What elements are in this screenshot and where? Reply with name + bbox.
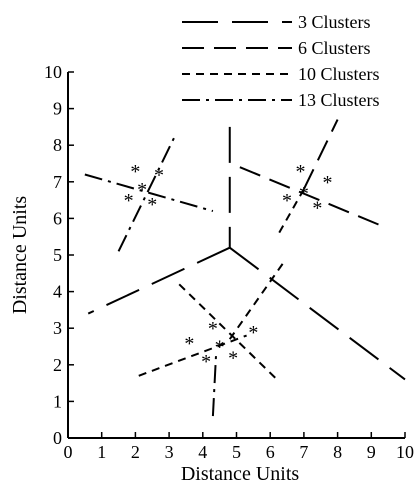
y-tick-label: 9 bbox=[53, 99, 62, 119]
data-point: * bbox=[208, 318, 218, 340]
y-tick-label: 7 bbox=[53, 172, 62, 192]
data-point: * bbox=[282, 190, 292, 212]
legend-label: 6 Clusters bbox=[298, 38, 371, 58]
x-tick-label: 4 bbox=[198, 442, 207, 462]
x-tick-label: 1 bbox=[97, 442, 106, 462]
data-point: * bbox=[154, 164, 164, 186]
x-axis-label: Distance Units bbox=[181, 463, 300, 485]
series-line bbox=[303, 119, 339, 190]
data-point: * bbox=[312, 197, 322, 219]
data-point: * bbox=[215, 337, 225, 359]
y-tick-label: 2 bbox=[53, 355, 62, 375]
series-line bbox=[117, 133, 177, 252]
y-tick-label: 6 bbox=[53, 208, 62, 228]
y-tick-label: 5 bbox=[53, 245, 62, 265]
series-line bbox=[84, 173, 214, 213]
data-point: * bbox=[130, 161, 140, 183]
y-tick-label: 3 bbox=[53, 318, 62, 338]
x-tick-label: 9 bbox=[367, 442, 376, 462]
y-tick-label: 8 bbox=[53, 135, 62, 155]
y-tick-label: 10 bbox=[44, 62, 62, 82]
data-point: * bbox=[124, 190, 134, 212]
data-point: * bbox=[147, 194, 157, 216]
series-line bbox=[87, 246, 231, 315]
series-line bbox=[178, 283, 278, 381]
x-tick-label: 8 bbox=[333, 442, 342, 462]
data-point: * bbox=[248, 322, 258, 344]
series-line bbox=[138, 334, 247, 377]
x-tick-label: 5 bbox=[232, 442, 241, 462]
series-lines bbox=[84, 119, 406, 417]
data-point: * bbox=[137, 179, 147, 201]
data-point: * bbox=[184, 333, 194, 355]
x-tick-label: 7 bbox=[299, 442, 308, 462]
series-line bbox=[211, 350, 218, 417]
y-tick-label: 0 bbox=[53, 428, 62, 448]
data-point: * bbox=[228, 347, 238, 369]
data-point: * bbox=[201, 351, 211, 373]
data-point: * bbox=[322, 172, 332, 194]
series-line bbox=[229, 246, 406, 381]
series-line bbox=[228, 261, 285, 340]
data-point: * bbox=[299, 183, 309, 205]
y-axis-label: Distance Units bbox=[9, 196, 31, 315]
legend-label: 13 Clusters bbox=[298, 90, 380, 110]
data-point: * bbox=[296, 161, 306, 183]
y-tick-label: 4 bbox=[53, 282, 62, 302]
axes: 0 1 2 3 4 5 6 7 8 9 10 0 1 2 3 4 5 6 7 8 9 10 bbox=[44, 62, 414, 462]
y-tick-label: 1 bbox=[53, 391, 62, 411]
x-tick-label: 6 bbox=[266, 442, 275, 462]
x-tick-label: 10 bbox=[396, 442, 414, 462]
x-tick-label: 2 bbox=[131, 442, 140, 462]
data-points: * ** *** ** *** *** ** bbox=[124, 161, 333, 373]
legend-label: 3 Clusters bbox=[298, 12, 371, 32]
x-tick-label: 0 bbox=[64, 442, 73, 462]
x-tick-label: 3 bbox=[165, 442, 174, 462]
series-line bbox=[239, 166, 382, 227]
legend: 3 Clusters 6 Clusters 10 Clusters 13 Cluste… bbox=[182, 12, 380, 110]
legend-label: 10 Clusters bbox=[298, 64, 380, 84]
series-line bbox=[276, 188, 305, 238]
